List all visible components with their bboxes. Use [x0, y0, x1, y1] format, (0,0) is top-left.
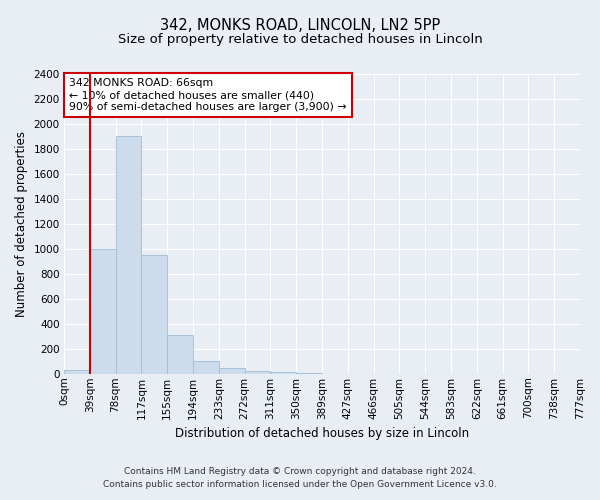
Bar [167, 335, 193, 374]
Bar [64, 370, 90, 374]
Bar [296, 373, 322, 374]
Bar [90, 249, 116, 374]
Text: Size of property relative to detached houses in Lincoln: Size of property relative to detached ho… [118, 32, 482, 46]
Text: Contains public sector information licensed under the Open Government Licence v3: Contains public sector information licen… [103, 480, 497, 489]
X-axis label: Distribution of detached houses by size in Lincoln: Distribution of detached houses by size … [175, 427, 469, 440]
Text: 342 MONKS ROAD: 66sqm
← 10% of detached houses are smaller (440)
90% of semi-det: 342 MONKS ROAD: 66sqm ← 10% of detached … [69, 78, 347, 112]
Bar [219, 368, 245, 374]
Text: Contains HM Land Registry data © Crown copyright and database right 2024.: Contains HM Land Registry data © Crown c… [124, 467, 476, 476]
Bar [142, 255, 167, 374]
Text: 342, MONKS ROAD, LINCOLN, LN2 5PP: 342, MONKS ROAD, LINCOLN, LN2 5PP [160, 18, 440, 32]
Bar [245, 371, 271, 374]
Bar [193, 362, 219, 374]
Y-axis label: Number of detached properties: Number of detached properties [15, 131, 28, 317]
Bar [271, 372, 296, 374]
Bar [116, 136, 142, 374]
